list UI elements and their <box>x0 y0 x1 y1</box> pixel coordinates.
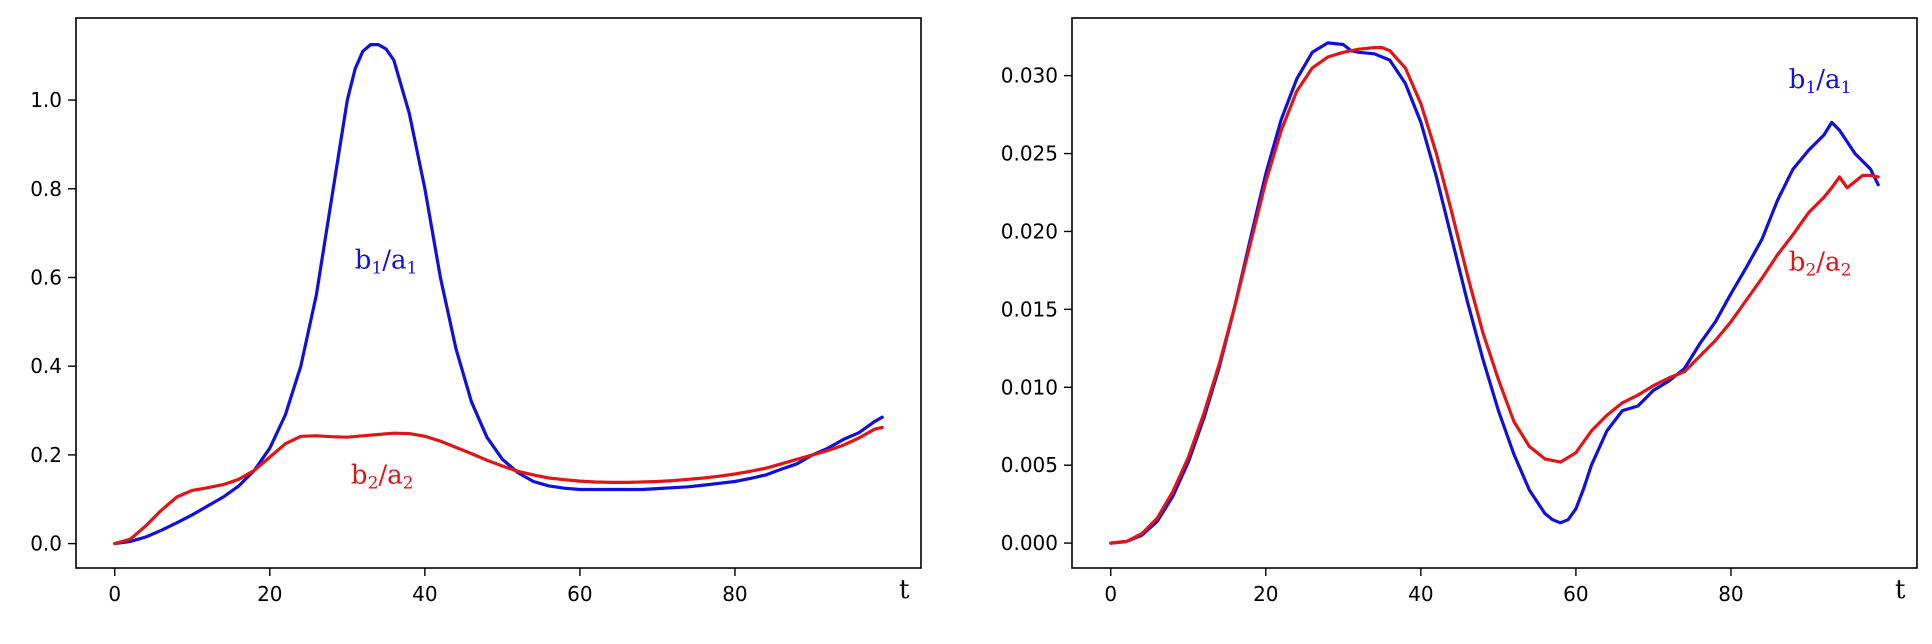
series-line-1 <box>1109 41 1880 545</box>
series-label-1: b1/a1 <box>355 246 418 279</box>
y-tick-label: 0.8 <box>30 177 62 201</box>
x-axis-label: t <box>899 575 910 605</box>
x-tick-label: 0 <box>108 582 121 606</box>
series-line-2 <box>1109 46 1880 545</box>
x-tick-label: 60 <box>567 582 592 606</box>
chart-left: 0 20 40 60 80 0.0 0.2 0.4 0.6 0.8 1.0 t b1/a1 b2/a2 <box>30 17 922 606</box>
x-tick-label: 80 <box>1718 582 1743 606</box>
x-tick-label: 20 <box>1253 582 1278 606</box>
x-tick-label: 0 <box>1104 582 1117 606</box>
x-tick-label: 60 <box>1563 582 1588 606</box>
y-tick-label: 0.025 <box>1001 142 1058 166</box>
series-line-2 <box>113 425 884 546</box>
y-tick-label: 0.015 <box>1001 297 1058 321</box>
series-label-2: b2/a2 <box>351 461 414 494</box>
plot-frame <box>75 17 922 569</box>
y-tick-label: 0.000 <box>1001 531 1058 555</box>
y-tick-label: 0.030 <box>1001 64 1058 88</box>
chart-right: 0 20 40 60 80 0.000 0.005 0.010 0.015 0.020 0.025 0… <box>1001 17 1918 606</box>
y-tick-label: 0.2 <box>30 443 62 467</box>
x-axis-label: t <box>1895 575 1906 605</box>
y-tick-label: 0.0 <box>30 532 62 556</box>
x-tick-label: 40 <box>1408 582 1433 606</box>
y-tick-label: 0.010 <box>1001 375 1058 399</box>
series-label-2: b2/a2 <box>1789 247 1852 280</box>
x-tick-label: 80 <box>722 582 747 606</box>
y-tick-label: 0.4 <box>30 354 62 378</box>
plot-frame <box>1071 17 1918 569</box>
series-label-1: b1/a1 <box>1789 65 1852 98</box>
x-tick-label: 40 <box>412 582 437 606</box>
y-tick-label: 0.020 <box>1001 219 1058 243</box>
y-tick-label: 0.005 <box>1001 453 1058 477</box>
x-tick-label: 20 <box>257 582 282 606</box>
y-tick-label: 1.0 <box>30 88 62 112</box>
y-tick-label: 0.6 <box>30 265 62 289</box>
